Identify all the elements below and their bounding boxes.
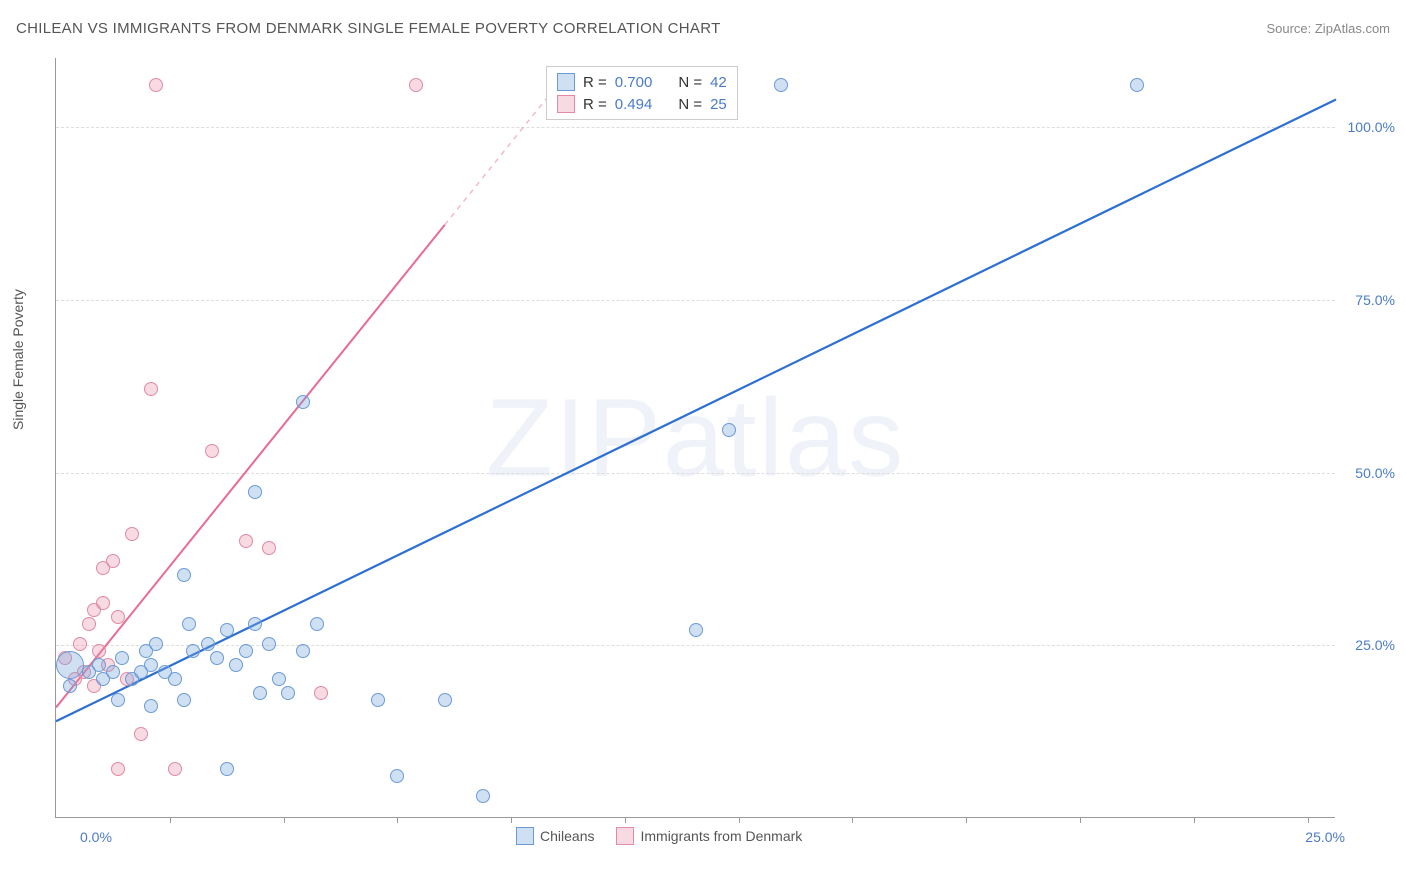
scatter-point-blue — [229, 658, 243, 672]
legend-label-blue: Chileans — [540, 828, 594, 844]
y-tick-label: 75.0% — [1355, 292, 1395, 308]
scatter-point-blue — [92, 658, 106, 672]
scatter-point-blue — [149, 637, 163, 651]
scatter-point-blue — [177, 568, 191, 582]
scatter-point-pink — [134, 727, 148, 741]
x-axis-max-label: 25.0% — [1305, 829, 1345, 845]
scatter-point-blue — [248, 485, 262, 499]
stats-r-label: R = — [583, 74, 607, 91]
scatter-point-blue — [281, 686, 295, 700]
scatter-point-blue — [220, 623, 234, 637]
y-axis-label: Single Female Poverty — [10, 289, 26, 430]
x-tick — [966, 817, 967, 823]
trend-lines-layer — [56, 58, 1335, 817]
scatter-point-pink — [125, 527, 139, 541]
scatter-point-blue — [220, 762, 234, 776]
stats-n-label: N = — [678, 96, 702, 113]
scatter-point-pink — [92, 644, 106, 658]
trend-line — [56, 225, 445, 708]
scatter-point-blue — [201, 637, 215, 651]
scatter-point-pink — [205, 444, 219, 458]
scatter-point-blue — [1130, 78, 1144, 92]
y-tick-label: 100.0% — [1348, 119, 1395, 135]
scatter-point-pink — [73, 637, 87, 651]
scatter-point-pink — [262, 541, 276, 555]
x-tick — [1194, 817, 1195, 823]
scatter-point-blue — [239, 644, 253, 658]
x-tick — [1308, 817, 1309, 823]
scatter-point-blue — [144, 658, 158, 672]
x-tick — [284, 817, 285, 823]
x-tick — [625, 817, 626, 823]
stats-row-blue: R = 0.700 N = 42 — [557, 71, 727, 93]
x-tick — [739, 817, 740, 823]
scatter-point-pink — [111, 610, 125, 624]
scatter-point-blue — [106, 665, 120, 679]
scatter-point-blue — [262, 637, 276, 651]
stats-n-pink: 25 — [710, 96, 727, 113]
x-axis-min-label: 0.0% — [80, 829, 112, 845]
stats-r-pink: 0.494 — [615, 96, 653, 113]
stats-r-blue: 0.700 — [615, 74, 653, 91]
chart-title: CHILEAN VS IMMIGRANTS FROM DENMARK SINGL… — [16, 20, 721, 37]
scatter-point-pink — [111, 762, 125, 776]
source-label: Source: ZipAtlas.com — [1266, 21, 1390, 36]
stats-r-label: R = — [583, 96, 607, 113]
stats-n-blue: 42 — [710, 74, 727, 91]
stats-row-pink: R = 0.494 N = 25 — [557, 93, 727, 115]
legend-label-pink: Immigrants from Denmark — [640, 828, 802, 844]
swatch-pink — [616, 827, 634, 845]
scatter-point-pink — [96, 596, 110, 610]
scatter-point-pink — [144, 382, 158, 396]
scatter-point-blue — [253, 686, 267, 700]
scatter-point-pink — [168, 762, 182, 776]
x-tick — [1080, 817, 1081, 823]
scatter-point-blue — [182, 617, 196, 631]
scatter-point-blue — [476, 789, 490, 803]
scatter-point-blue — [390, 769, 404, 783]
x-tick — [397, 817, 398, 823]
scatter-point-blue — [186, 644, 200, 658]
swatch-blue — [557, 73, 575, 91]
scatter-point-pink — [314, 686, 328, 700]
scatter-point-blue — [144, 699, 158, 713]
swatch-blue — [516, 827, 534, 845]
swatch-pink — [557, 95, 575, 113]
scatter-point-pink — [106, 554, 120, 568]
scatter-point-blue — [722, 423, 736, 437]
legend-bottom: Chileans Immigrants from Denmark — [516, 827, 802, 845]
scatter-point-blue — [774, 78, 788, 92]
y-tick-label: 50.0% — [1355, 465, 1395, 481]
scatter-point-pink — [409, 78, 423, 92]
scatter-point-blue — [177, 693, 191, 707]
scatter-point-blue — [296, 644, 310, 658]
scatter-point-blue — [168, 672, 182, 686]
x-tick — [170, 817, 171, 823]
scatter-point-blue — [115, 651, 129, 665]
x-tick — [511, 817, 512, 823]
scatter-point-pink — [239, 534, 253, 548]
scatter-point-blue — [371, 693, 385, 707]
scatter-point-blue — [296, 395, 310, 409]
scatter-point-blue — [63, 679, 77, 693]
scatter-point-blue — [56, 651, 84, 679]
x-tick — [852, 817, 853, 823]
scatter-point-blue — [111, 693, 125, 707]
scatter-point-blue — [210, 651, 224, 665]
scatter-point-blue — [689, 623, 703, 637]
stats-n-label: N = — [678, 74, 702, 91]
legend-item-blue: Chileans — [516, 827, 594, 845]
scatter-point-blue — [438, 693, 452, 707]
scatter-point-pink — [82, 617, 96, 631]
scatter-point-blue — [248, 617, 262, 631]
scatter-point-blue — [272, 672, 286, 686]
legend-item-pink: Immigrants from Denmark — [616, 827, 802, 845]
scatter-point-blue — [310, 617, 324, 631]
stats-legend-box: R = 0.700 N = 42 R = 0.494 N = 25 — [546, 66, 738, 120]
y-tick-label: 25.0% — [1355, 637, 1395, 653]
chart-plot-area: ZIPatlas 25.0%50.0%75.0%100.0% R = 0.700… — [55, 58, 1335, 818]
scatter-point-pink — [149, 78, 163, 92]
